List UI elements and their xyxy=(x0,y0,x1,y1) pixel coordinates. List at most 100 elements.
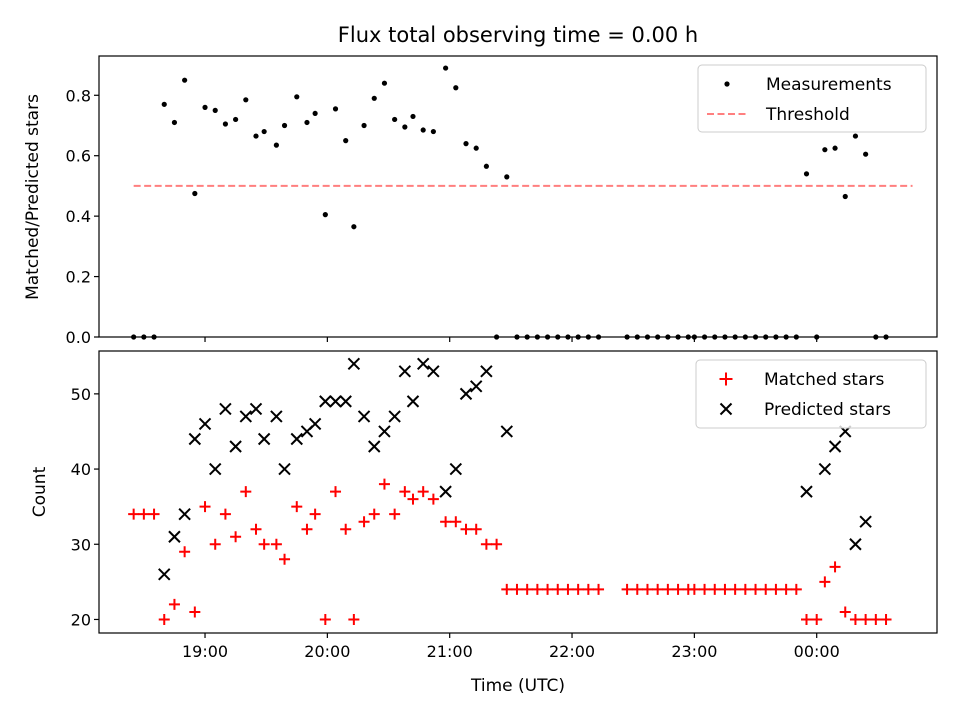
bottom-panel-y-ticks: 20 30 40 50 xyxy=(71,385,99,629)
matched-stars-point xyxy=(860,613,872,625)
y-tick-label: 0.4 xyxy=(66,207,91,226)
legend-predicted-swatch xyxy=(719,402,733,416)
bottom-panel-y-axis-label: Count xyxy=(30,466,50,517)
top-legend-box xyxy=(697,64,927,133)
matched-stars-point xyxy=(501,583,513,595)
x-axis-label: Time (UTC) xyxy=(470,676,565,696)
matched-stars-point xyxy=(240,486,252,498)
bottom-legend-box xyxy=(695,359,927,429)
predicted-stars-point xyxy=(459,387,473,401)
matched-stars-point xyxy=(368,508,380,520)
matched-stars-point xyxy=(407,493,419,505)
measurements-point xyxy=(361,122,367,129)
matched-stars-point xyxy=(790,583,802,595)
measurements-point xyxy=(803,171,810,177)
measurements-point xyxy=(381,80,388,86)
top-panel-marks xyxy=(131,65,913,340)
matched-stars-point xyxy=(168,598,180,610)
predicted-stars-point xyxy=(219,402,232,416)
predicted-stars-point xyxy=(500,425,513,438)
measurements-point xyxy=(322,212,328,218)
matched-stars-point xyxy=(417,486,429,498)
matched-stars-point xyxy=(491,538,503,550)
predicted-stars-point xyxy=(859,515,872,528)
predicted-stars-point xyxy=(188,432,202,446)
matched-stars-point xyxy=(542,583,554,595)
legend-measurements-label: Measurements xyxy=(766,75,892,95)
matched-stars-point xyxy=(460,523,472,535)
predicted-stars-point xyxy=(416,357,430,370)
y-tick-label: 40 xyxy=(71,460,91,479)
matched-stars-point xyxy=(340,523,352,535)
matched-stars-point xyxy=(641,583,653,595)
measurements-point xyxy=(420,127,426,133)
predicted-stars-point xyxy=(398,365,412,378)
measurements-point xyxy=(294,94,300,100)
predicted-stars-point xyxy=(469,380,483,393)
matched-stars-point xyxy=(470,523,482,535)
matched-stars-point xyxy=(291,501,303,513)
measurements-point xyxy=(233,116,239,123)
predicted-stars-point xyxy=(168,530,181,543)
bottom-legend: Matched stars Predicted stars xyxy=(695,359,927,429)
matched-stars-point xyxy=(279,553,291,565)
matched-stars-point xyxy=(270,538,282,550)
matched-stars-point xyxy=(138,508,150,520)
measurements-point xyxy=(253,133,259,139)
matched-stars-point xyxy=(739,583,751,595)
measurements-point xyxy=(261,128,267,135)
legend-predicted-label: Predicted stars xyxy=(764,400,891,420)
predicted-stars-point xyxy=(329,395,342,408)
measurements-point xyxy=(822,147,828,153)
matched-stars-point xyxy=(348,613,360,625)
matched-stars-point xyxy=(870,613,882,625)
predicted-stars-point xyxy=(270,410,283,423)
predicted-stars-point xyxy=(427,365,440,378)
measurements-point xyxy=(504,174,510,180)
matched-stars-point xyxy=(427,493,439,505)
matched-stars-point xyxy=(199,501,211,513)
predicted-stars-point xyxy=(406,395,420,408)
predicted-stars-point xyxy=(178,507,191,521)
x-tick-label: 20:00 xyxy=(304,642,350,661)
matched-stars-point xyxy=(699,583,711,595)
matched-stars-point xyxy=(531,583,543,595)
matched-stars-point xyxy=(662,583,674,595)
measurements-point xyxy=(410,113,416,120)
measurements-point xyxy=(332,106,339,112)
legend-matched-swatch xyxy=(719,372,733,386)
matched-stars-point xyxy=(309,508,321,520)
matched-stars-point xyxy=(189,606,201,618)
predicted-stars-point xyxy=(319,395,332,408)
matched-stars-point xyxy=(330,486,342,498)
measurements-point xyxy=(832,145,838,151)
matched-stars-point xyxy=(450,516,462,528)
measurements-point xyxy=(483,163,489,169)
predicted-stars-point xyxy=(800,485,813,498)
matched-stars-point xyxy=(319,613,331,625)
measurements-point xyxy=(273,142,279,148)
predicted-stars-point xyxy=(480,365,493,378)
matched-stars-point xyxy=(258,538,270,550)
measurements-point xyxy=(371,95,377,101)
matched-stars-point xyxy=(760,583,772,595)
matched-stars-point xyxy=(801,613,813,625)
predicted-stars-point xyxy=(198,417,212,431)
matched-stars-point xyxy=(440,516,452,528)
top-panel-x-ticks xyxy=(204,337,818,342)
predicted-stars-point xyxy=(378,425,391,438)
matched-stars-point xyxy=(719,583,731,595)
predicted-stars-point xyxy=(278,462,291,476)
predicted-stars-point xyxy=(368,440,381,453)
measurements-point xyxy=(443,65,449,71)
matched-stars-point xyxy=(750,583,762,595)
matched-stars-point xyxy=(593,583,605,595)
matched-stars-point xyxy=(688,583,700,595)
predicted-stars-point xyxy=(249,402,263,416)
measurements-point xyxy=(852,133,859,139)
matched-stars-point xyxy=(552,583,564,595)
matched-stars-point xyxy=(819,576,831,588)
legend-matched-label: Matched stars xyxy=(764,370,884,390)
matched-stars-point xyxy=(621,583,633,595)
matched-stars-point xyxy=(652,583,664,595)
